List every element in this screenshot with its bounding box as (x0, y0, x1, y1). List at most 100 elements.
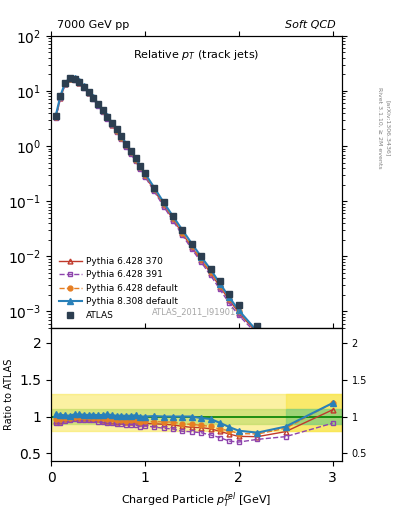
Pythia 6.428 370 (218, 284, 222, 290)
ATLAS (218, 279, 222, 285)
Pythia 8.308 default (227, 294, 232, 301)
Text: Soft QCD: Soft QCD (285, 20, 336, 30)
Text: Rivet 3.1.10, ≥ 2M events: Rivet 3.1.10, ≥ 2M events (377, 87, 382, 169)
ATLAS (129, 148, 133, 154)
Pythia 6.428 391 (236, 312, 241, 318)
Pythia 6.428 391 (171, 218, 175, 224)
Pythia 6.428 default (77, 79, 82, 86)
ATLAS (72, 76, 77, 82)
Pythia 6.428 370 (152, 187, 157, 194)
Pythia 6.428 default (68, 76, 72, 82)
Pythia 6.428 391 (189, 246, 194, 252)
ATLAS (119, 133, 124, 139)
Pythia 6.428 391 (283, 352, 288, 358)
Line: Pythia 8.308 default: Pythia 8.308 default (53, 75, 335, 379)
Text: mcplots.cern.ch: mcplots.cern.ch (391, 103, 393, 153)
Pythia 8.308 default (199, 254, 204, 260)
ATLAS (161, 199, 166, 205)
Pythia 6.428 370 (82, 84, 86, 90)
Line: Pythia 6.428 391: Pythia 6.428 391 (53, 77, 335, 386)
Pythia 8.308 default (68, 75, 72, 81)
Pythia 6.428 370 (227, 297, 232, 303)
Pythia 6.428 391 (114, 129, 119, 135)
ATLAS (330, 378, 335, 384)
Pythia 6.428 default (86, 90, 91, 96)
Pythia 6.428 default (138, 164, 143, 170)
Pythia 6.428 default (91, 95, 95, 101)
Pythia 6.428 370 (119, 135, 124, 141)
ATLAS (86, 89, 91, 95)
ATLAS (227, 291, 232, 297)
Pythia 6.428 370 (91, 95, 95, 101)
Y-axis label: Ratio to ATLAS: Ratio to ATLAS (4, 359, 14, 430)
Pythia 6.428 370 (199, 257, 204, 263)
ATLAS (110, 120, 114, 126)
Pythia 6.428 391 (58, 95, 63, 101)
Pythia 6.428 default (255, 329, 260, 335)
ATLAS (138, 163, 143, 169)
Line: ATLAS: ATLAS (52, 75, 336, 385)
Pythia 6.428 391 (105, 116, 110, 122)
Pythia 6.428 370 (138, 165, 143, 171)
Pythia 6.428 391 (82, 84, 86, 91)
Pythia 8.308 default (63, 79, 68, 86)
Pythia 8.308 default (138, 163, 143, 169)
ATLAS (208, 265, 213, 271)
Pythia 6.428 default (124, 142, 129, 148)
Pythia 6.428 391 (63, 81, 68, 88)
Pythia 8.308 default (53, 112, 58, 118)
Line: Pythia 6.428 default: Pythia 6.428 default (53, 76, 335, 379)
Pythia 6.428 370 (114, 129, 119, 135)
Pythia 8.308 default (171, 214, 175, 220)
Pythia 6.428 default (53, 114, 58, 120)
Pythia 6.428 370 (68, 76, 72, 82)
ATLAS (171, 214, 175, 220)
Pythia 6.428 default (227, 295, 232, 302)
X-axis label: Charged Particle $p_T^{rel}$ [GeV]: Charged Particle $p_T^{rel}$ [GeV] (121, 490, 272, 509)
Bar (51, 394, 342, 431)
ATLAS (152, 185, 157, 191)
Pythia 6.428 370 (63, 81, 68, 87)
Pythia 6.428 391 (91, 96, 95, 102)
Pythia 6.428 391 (129, 151, 133, 157)
ATLAS (114, 126, 119, 133)
Pythia 6.428 370 (161, 202, 166, 208)
Pythia 8.308 default (72, 75, 77, 81)
Pythia 6.428 default (189, 243, 194, 249)
Pythia 6.428 370 (124, 142, 129, 148)
ATLAS (82, 83, 86, 90)
Pythia 8.308 default (189, 241, 194, 247)
Pythia 6.428 370 (189, 244, 194, 250)
Pythia 6.428 391 (218, 286, 222, 292)
Pythia 8.308 default (114, 126, 119, 132)
ATLAS (91, 95, 95, 101)
ATLAS (58, 93, 63, 99)
Pythia 8.308 default (58, 93, 63, 99)
Pythia 8.308 default (208, 266, 213, 272)
Pythia 6.428 391 (330, 380, 335, 386)
Pythia 6.428 391 (255, 331, 260, 337)
Text: 7000 GeV pp: 7000 GeV pp (57, 20, 129, 30)
ATLAS (143, 170, 147, 177)
Pythia 6.428 391 (138, 166, 143, 173)
Pythia 8.308 default (330, 374, 335, 380)
Pythia 6.428 370 (77, 79, 82, 86)
Pythia 6.428 default (199, 257, 204, 263)
ATLAS (199, 253, 204, 260)
Pythia 6.428 391 (124, 143, 129, 150)
Pythia 6.428 370 (95, 102, 100, 108)
Pythia 8.308 default (95, 100, 100, 106)
ATLAS (100, 107, 105, 113)
Pythia 8.308 default (180, 227, 185, 233)
Pythia 6.428 default (95, 101, 100, 108)
Pythia 8.308 default (100, 106, 105, 113)
Pythia 6.428 370 (171, 216, 175, 222)
ATLAS (53, 113, 58, 119)
Pythia 8.308 default (119, 133, 124, 139)
Pythia 8.308 default (161, 199, 166, 205)
Pythia 6.428 370 (208, 270, 213, 276)
Pythia 6.428 391 (227, 300, 232, 306)
Pythia 8.308 default (133, 155, 138, 161)
ATLAS (124, 141, 129, 147)
ATLAS (68, 75, 72, 81)
